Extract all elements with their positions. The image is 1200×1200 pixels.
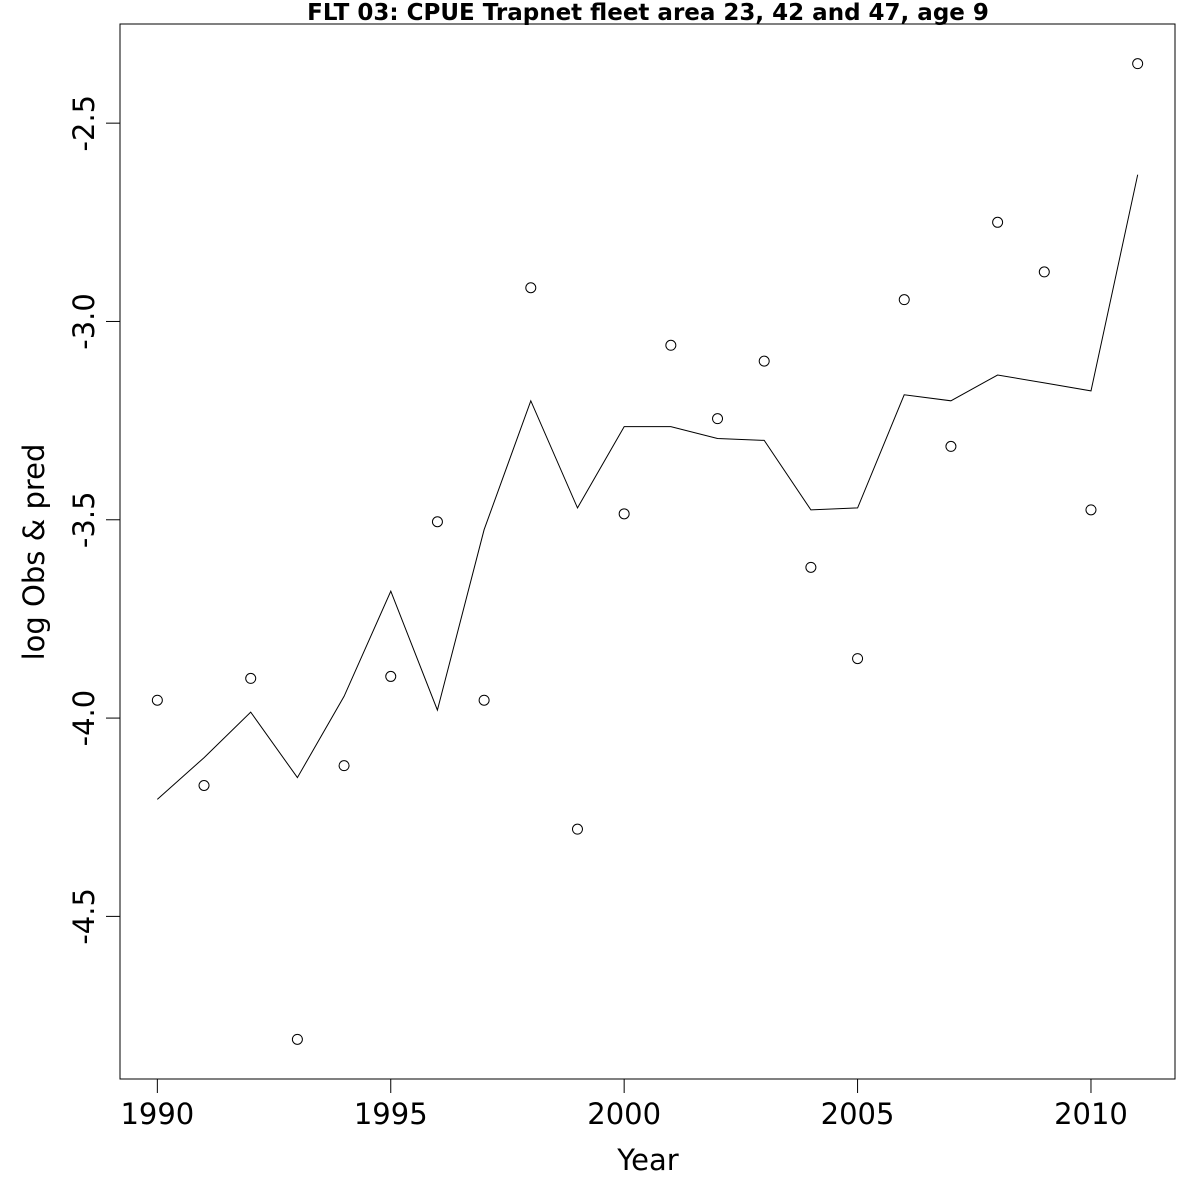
y-tick-label: -4.5	[67, 888, 101, 945]
plot-frame	[119, 23, 1176, 1080]
observed-point	[992, 216, 1004, 228]
observed-point	[571, 823, 583, 835]
observed-point	[478, 694, 490, 706]
x-axis: 1990 1995 2000 2005 2010	[120, 1078, 1128, 1131]
observed-point	[1038, 266, 1050, 278]
x-tick-label: 2010	[1054, 1097, 1128, 1131]
observed-point	[852, 653, 864, 665]
observed-point	[431, 516, 443, 528]
y-axis: -4.5 -4.0 -3.5 -3.0 -2.5	[67, 95, 121, 945]
observed-point	[618, 508, 630, 520]
y-tick-label: -3.0	[67, 293, 101, 350]
observed-point	[945, 440, 957, 452]
observed-point	[898, 294, 910, 306]
observed-point	[338, 760, 350, 772]
series-layer	[151, 58, 1144, 1045]
y-tick-label: -2.5	[67, 95, 101, 152]
observed-point	[805, 561, 817, 573]
y-tick-label: -4.0	[67, 690, 101, 747]
x-tick-label: 1995	[354, 1097, 428, 1131]
observed-point	[291, 1033, 303, 1045]
observed-point	[1085, 504, 1097, 516]
x-tick-label: 2000	[587, 1097, 661, 1131]
observed-point	[665, 339, 677, 351]
observed-point	[385, 670, 397, 682]
observed-point	[525, 282, 537, 294]
y-tick-label: -3.5	[67, 491, 101, 548]
x-tick-label: 1990	[120, 1097, 194, 1131]
x-axis-label: Year	[616, 1143, 678, 1177]
observed-point	[245, 672, 257, 684]
observed-point	[712, 413, 724, 425]
observed-point	[198, 780, 210, 792]
observed-point	[758, 355, 770, 367]
y-axis-label: log Obs & pred	[17, 444, 51, 661]
x-tick-label: 2005	[821, 1097, 895, 1131]
chart-title: FLT 03: CPUE Trapnet fleet area 23, 42 a…	[307, 0, 989, 26]
observed-point	[1132, 58, 1144, 70]
observed-point	[151, 694, 163, 706]
predicted-line	[156, 174, 1139, 800]
